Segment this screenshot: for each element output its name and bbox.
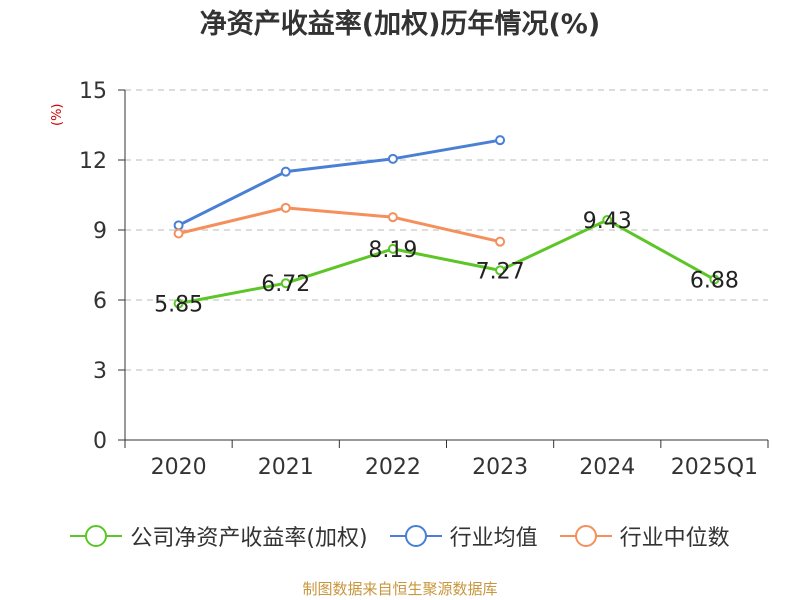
series-line-2 — [178, 206, 501, 244]
data-point-s1-2022 — [387, 153, 398, 164]
x-tick-label-2024: 2024 — [579, 455, 635, 480]
x-tick-label-2025Q1: 2025Q1 — [671, 455, 758, 480]
data-point-s0-2025Q1 — [709, 274, 720, 285]
y-tick-label-3: 3 — [93, 359, 107, 384]
x-tick-label-2023: 2023 — [472, 455, 528, 480]
legend-marker-industry-mean — [389, 523, 442, 549]
data-point-s1-2020 — [173, 220, 184, 231]
legend: 公司净资产收益率(加权) 行业均值 行业中位数 — [0, 520, 800, 552]
data-point-s0-2021 — [280, 278, 291, 289]
data-point-s0-2020 — [173, 298, 184, 309]
data-label-2023: 7.27 — [476, 259, 525, 284]
series-line-0 — [178, 218, 716, 305]
data-label-2025Q1: 6.88 — [690, 268, 739, 293]
y-tick-label-9: 9 — [93, 219, 107, 244]
x-tick-label-2021: 2021 — [258, 455, 314, 480]
legend-marker-industry-median — [559, 523, 612, 549]
legend-label-industry-median: 行业中位数 — [619, 526, 730, 551]
y-tick-label-12: 12 — [79, 149, 107, 174]
legend-item-industry-mean[interactable]: 行业均值 — [389, 520, 538, 552]
data-point-s0-2023 — [495, 265, 506, 276]
y-tick-label-6: 6 — [93, 289, 107, 314]
data-point-s0-2024 — [602, 214, 613, 225]
data-point-s1-2023 — [495, 135, 506, 146]
legend-marker-company-roe — [70, 523, 123, 549]
data-point-s2-2023 — [495, 236, 506, 247]
data-label-2022: 8.19 — [368, 238, 417, 263]
data-label-2020: 5.85 — [154, 293, 203, 318]
data-point-s0-2022 — [387, 243, 398, 254]
y-tick-label-15: 15 — [79, 79, 107, 104]
data-label-2024: 9.43 — [583, 209, 632, 234]
data-label-2021: 6.72 — [261, 272, 310, 297]
data-source-note: 制图数据来自恒生聚源数据库 — [302, 580, 498, 598]
legend-label-company-roe: 公司净资产收益率(加权) — [130, 526, 368, 551]
data-point-s2-2021 — [280, 202, 291, 213]
legend-item-industry-median[interactable]: 行业中位数 — [559, 520, 730, 552]
x-tick-label-2022: 2022 — [365, 455, 421, 480]
data-point-s1-2021 — [280, 166, 291, 177]
chart-title: 净资产收益率(加权)历年情况(%) — [199, 9, 601, 40]
data-point-s2-2022 — [387, 212, 398, 223]
data-point-s2-2020 — [173, 228, 184, 239]
x-tick-label-2020: 2020 — [151, 455, 207, 480]
series-line-1 — [177, 138, 501, 227]
y-tick-label-0: 0 — [93, 429, 107, 454]
legend-item-company-roe[interactable]: 公司净资产收益率(加权) — [70, 520, 368, 552]
legend-label-industry-mean: 行业均值 — [449, 526, 538, 551]
